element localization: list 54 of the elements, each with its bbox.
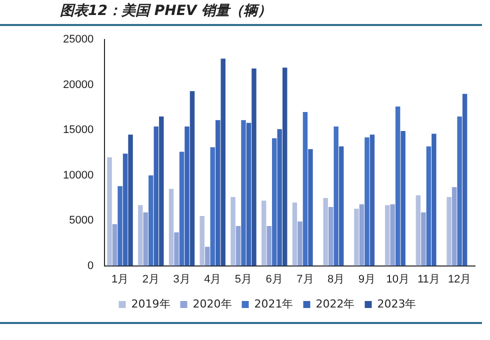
bar [328,206,334,266]
bar [174,232,179,266]
legend-label: 2020年 [192,297,232,310]
bar [354,208,359,266]
bar [292,202,298,266]
x-tick-label: 1月 [111,273,129,286]
y-tick-label: 5000 [69,214,94,227]
bar [220,58,226,266]
bar [205,246,210,266]
x-tick-label: 12月 [448,273,472,286]
bar [168,188,174,266]
bar [128,134,133,266]
bar [236,226,241,266]
x-tick-label: 3月 [173,273,190,286]
bar [143,212,148,266]
bar [112,224,118,266]
x-tick-label: 6月 [266,273,283,286]
bar [421,212,426,266]
bar [138,205,143,266]
bar [230,197,236,266]
legend-label: 2023年 [377,297,416,310]
bar [266,226,272,266]
bar [190,91,195,266]
bar [452,187,457,266]
bar [107,157,112,266]
x-tick-label: 10月 [386,273,410,286]
y-tick-label: 0 [87,260,94,272]
x-tick-label: 2月 [142,273,160,286]
bar [359,204,364,266]
x-tick-label: 5月 [234,273,252,286]
legend-label: 2019年 [131,297,170,310]
x-tick-label: 7月 [296,273,314,286]
x-tick-label: 9月 [358,273,376,286]
bar [262,200,266,266]
x-tick-label: 11月 [417,273,440,286]
bar [446,197,452,266]
bar [384,205,390,266]
x-tick-label: 4月 [204,273,222,286]
bar [282,68,288,266]
legend-label: 2022年 [316,297,355,310]
bar [159,116,164,266]
y-tick-label: 20000 [62,78,94,91]
bar [252,68,256,266]
bar [390,204,395,266]
bar [416,195,421,266]
y-tick-label: 25000 [62,34,94,46]
bar [298,221,302,266]
x-tick-label: 8月 [328,273,345,286]
chart-title: 图表12：美国 PHEV 销量（辆） [60,2,272,20]
bar [200,216,204,266]
legend-label: 2021年 [254,297,294,310]
bar [323,198,328,266]
y-tick-label: 15000 [62,124,94,136]
y-tick-label: 10000 [62,169,94,182]
